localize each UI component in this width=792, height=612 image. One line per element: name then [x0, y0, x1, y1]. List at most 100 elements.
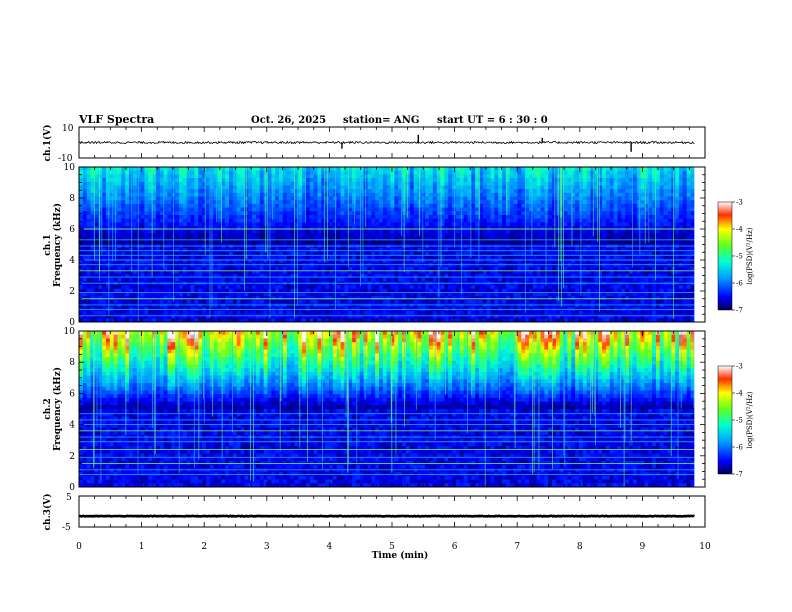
- spectrogram-cell: [198, 226, 203, 231]
- spectrogram-cell: [328, 203, 334, 208]
- spectrogram-cell: [79, 185, 84, 190]
- spectrogram-cell: [598, 174, 603, 179]
- spectrogram-cell: [355, 167, 361, 172]
- spectrogram-cell: [517, 203, 522, 208]
- spectrogram-cell: [117, 196, 122, 201]
- spectrogram-cell: [155, 174, 161, 179]
- spectrogram-cell: [105, 167, 111, 172]
- spectrogram-cell: [175, 226, 180, 231]
- spectrogram-cell: [448, 203, 453, 208]
- spectrogram-cell: [144, 181, 149, 186]
- spectrogram-cell: [582, 203, 588, 208]
- spectrogram-cell: [367, 200, 372, 205]
- spectrogram-cell: [590, 189, 595, 194]
- spectrogram-cell: [540, 207, 545, 212]
- spectrogram-cell: [598, 259, 603, 264]
- spectrogram-cell: [628, 274, 634, 279]
- spectrogram-cell: [663, 207, 668, 212]
- spectrogram-cell: [321, 189, 326, 194]
- spectrogram-cell: [271, 189, 276, 194]
- spectrogram-cell: [409, 251, 414, 256]
- spectrogram-cell: [398, 226, 403, 231]
- spectrogram-cell: [532, 211, 538, 216]
- spectrogram-cell: [275, 233, 280, 238]
- spectrogram-cell: [332, 259, 338, 264]
- spectrogram-cell: [198, 174, 203, 179]
- spectrogram-cell: [271, 244, 276, 249]
- spectrogram-cell: [359, 218, 365, 223]
- spectrogram-cell: [298, 237, 303, 242]
- spectrogram-cell: [382, 270, 388, 275]
- spectrogram-cell: [255, 178, 261, 183]
- spectrogram-cell: [609, 266, 614, 271]
- spectrogram-cell: [363, 248, 368, 253]
- spectrogram-cell: [159, 181, 165, 186]
- spectrogram-cell: [198, 207, 203, 212]
- spectrogram-cell: [390, 196, 395, 201]
- spectrogram-cell: [198, 233, 203, 238]
- spectrogram-cell: [371, 244, 376, 249]
- spectrogram-cell: [602, 255, 607, 260]
- spectrogram-cell: [198, 178, 203, 183]
- spectrogram-cell: [555, 218, 561, 223]
- spectrogram-cell: [428, 189, 434, 194]
- spectrogram-cell: [655, 200, 661, 205]
- spectrogram-cell: [417, 255, 422, 260]
- spectrogram-cell: [125, 196, 130, 201]
- spectrogram-cell: [175, 178, 180, 183]
- spectrogram-cell: [282, 274, 288, 279]
- spectrogram-cell: [240, 218, 245, 223]
- spectrogram-cell: [278, 240, 284, 245]
- spectrogram-cell: [386, 189, 391, 194]
- spectrogram-cell: [632, 203, 638, 208]
- spectrogram-cell: [155, 237, 161, 242]
- spectrogram-cell: [109, 226, 115, 231]
- spectrogram-cell: [632, 237, 638, 242]
- spectrogram-cell: [359, 214, 365, 220]
- spectrogram-cell: [105, 214, 111, 220]
- spectrogram-cell: [425, 251, 430, 256]
- spectrogram-cell: [294, 229, 299, 234]
- spectrogram-cell: [159, 218, 165, 223]
- spectrogram-cell: [282, 237, 288, 242]
- spectrogram-cell: [221, 214, 226, 220]
- spectrogram-cell: [317, 203, 322, 208]
- spectrogram-cell: [190, 218, 195, 223]
- spectrogram-cell: [405, 266, 411, 271]
- spectrogram-cell: [540, 181, 545, 186]
- spectrogram-cell: [590, 181, 595, 186]
- spectrogram-cell: [140, 211, 145, 216]
- spectrogram-cell: [475, 222, 480, 227]
- spectrogram-cell: [398, 207, 403, 212]
- spectrogram-cell: [675, 259, 680, 264]
- spectrogram-cell: [336, 196, 341, 201]
- spectrogram-cell: [348, 229, 353, 234]
- spectrogram-cell: [255, 248, 261, 253]
- spectrogram-cell: [259, 248, 265, 253]
- spectrogram-cell: [425, 266, 430, 271]
- spectrogram-cell: [309, 189, 315, 194]
- spectrogram-cell: [144, 178, 149, 183]
- spectrogram-cell: [494, 237, 499, 242]
- spectrogram-cell: [475, 259, 480, 264]
- spectrogram-cell: [532, 255, 538, 260]
- spectrogram-cell: [544, 203, 549, 208]
- spectrogram-cell: [355, 196, 361, 201]
- spectrogram-cell: [505, 240, 511, 245]
- spectrogram-cell: [621, 200, 626, 205]
- spectrogram-cell: [278, 251, 284, 256]
- spectrogram-cell: [675, 192, 680, 197]
- spectrogram-cell: [652, 181, 657, 186]
- spectrogram-cell: [194, 207, 199, 212]
- spectrogram-cell: [117, 229, 122, 234]
- spectrogram-cell: [144, 240, 149, 245]
- spectrogram-cell: [371, 222, 376, 227]
- spectrogram-cell: [259, 214, 265, 220]
- spectrogram-cell: [652, 226, 657, 231]
- spectrogram-cell: [413, 274, 418, 279]
- spectrogram-cell: [678, 200, 684, 205]
- spectrogram-cell: [663, 192, 668, 197]
- spectrogram-cell: [640, 170, 645, 175]
- spectrogram-cell: [182, 181, 188, 186]
- spectrogram-cell: [179, 174, 184, 179]
